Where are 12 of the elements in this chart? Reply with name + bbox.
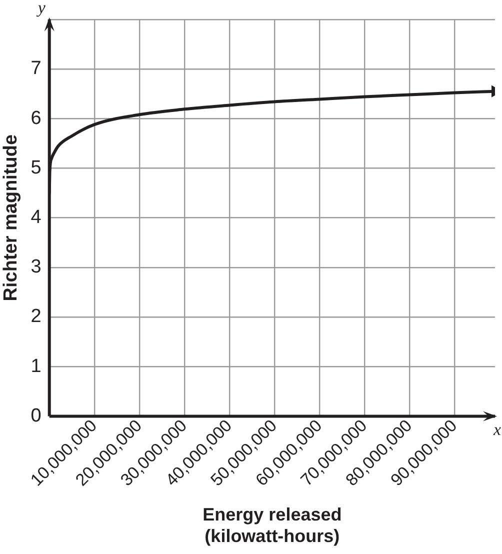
y-tick-label: 1 bbox=[30, 356, 42, 377]
text: x bbox=[492, 420, 502, 440]
y-tick-label: 2 bbox=[30, 306, 42, 328]
text: y bbox=[36, 0, 46, 17]
y-tick-label: 6 bbox=[30, 108, 42, 129]
y-tick-label: 4 bbox=[30, 207, 42, 228]
y-axis-title: Richter magnitude bbox=[0, 134, 22, 302]
y-tick-label: 3 bbox=[30, 256, 42, 278]
y-tick-label: 0 bbox=[30, 405, 42, 426]
y-tick-label: 7 bbox=[30, 58, 42, 80]
x-axis-title: Energy released (kilowatt-hours) bbox=[202, 504, 342, 546]
y-tick-label: 5 bbox=[30, 157, 42, 178]
